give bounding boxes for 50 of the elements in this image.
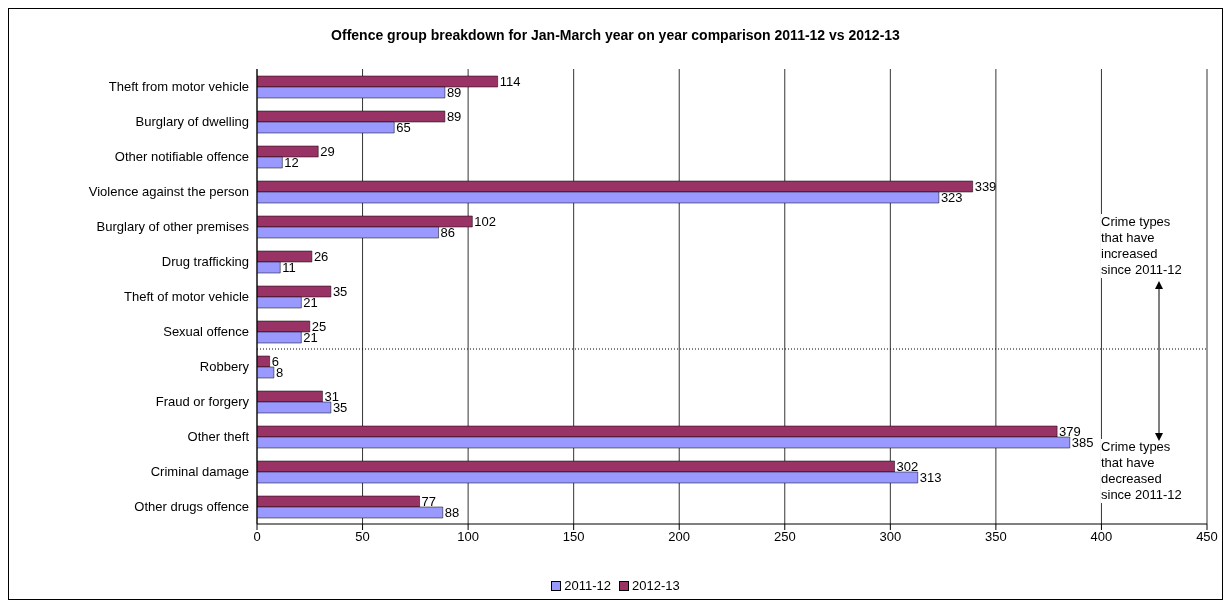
data-label: 8 (275, 365, 284, 381)
data-label: 35 (332, 284, 348, 300)
y-tick-label: Other notifiable offence (114, 149, 249, 165)
data-label: 65 (396, 120, 411, 136)
x-tick-label: 150 (562, 529, 585, 545)
data-label: 385 (1071, 435, 1094, 451)
x-tick-label: 350 (985, 529, 1007, 545)
data-label: 114 (499, 74, 521, 90)
x-tick-label: 50 (355, 529, 370, 545)
x-tick-label: 450 (1196, 529, 1218, 545)
x-tick-label: 200 (668, 529, 691, 545)
x-tick-label: 100 (457, 529, 479, 545)
y-tick-label: Other theft (187, 429, 250, 445)
data-label: 21 (303, 295, 318, 311)
data-label: 88 (444, 505, 460, 521)
annotation: Crime types that have decreased since 2011-12 (1101, 439, 1186, 503)
data-label: 102 (474, 214, 497, 230)
data-label: 11 (282, 260, 296, 276)
legend-label: 2011-12 (563, 578, 612, 593)
data-label: 77 (421, 494, 437, 510)
y-tick-label: Burglary of dwelling (135, 114, 249, 130)
data-label: 89 (446, 85, 462, 101)
chart-title: Offence group breakdown for Jan-March year on year comparison 2011-12 vs 2012-13 (330, 27, 901, 43)
data-label: 302 (896, 459, 919, 475)
x-tick-label: 250 (773, 529, 796, 545)
data-label: 26 (313, 249, 329, 265)
x-tick-label: 300 (879, 529, 902, 545)
y-tick-label: Violence against the person (88, 184, 249, 200)
data-label: 339 (974, 179, 997, 195)
legend-label: 2012-13 (631, 578, 680, 593)
y-tick-label: Theft from motor vehicle (108, 79, 249, 95)
y-tick-label: Burglary of other premises (96, 219, 250, 235)
data-label: 313 (919, 470, 942, 486)
y-tick-label: Criminal damage (150, 464, 249, 480)
y-tick-label: Robbery (199, 359, 250, 375)
y-tick-label: Other drugs offence (134, 499, 249, 515)
data-label: 323 (940, 190, 963, 206)
y-tick-label: Theft of motor vehicle (124, 289, 249, 305)
annotation: Crime types that have increased since 2011-12 (1101, 214, 1186, 278)
data-label: 86 (440, 225, 456, 241)
y-tick-label: Drug trafficking (161, 254, 249, 270)
data-label: 29 (320, 144, 335, 160)
y-tick-label: Sexual offence (163, 324, 249, 340)
y-tick-label: Fraud or forgery (155, 394, 250, 410)
data-label: 89 (446, 109, 462, 125)
data-label: 35 (332, 400, 348, 416)
data-label: 21 (303, 330, 318, 346)
x-tick-label: 400 (1090, 529, 1113, 545)
x-tick-label: 0 (253, 529, 261, 545)
data-label: 12 (284, 155, 299, 171)
